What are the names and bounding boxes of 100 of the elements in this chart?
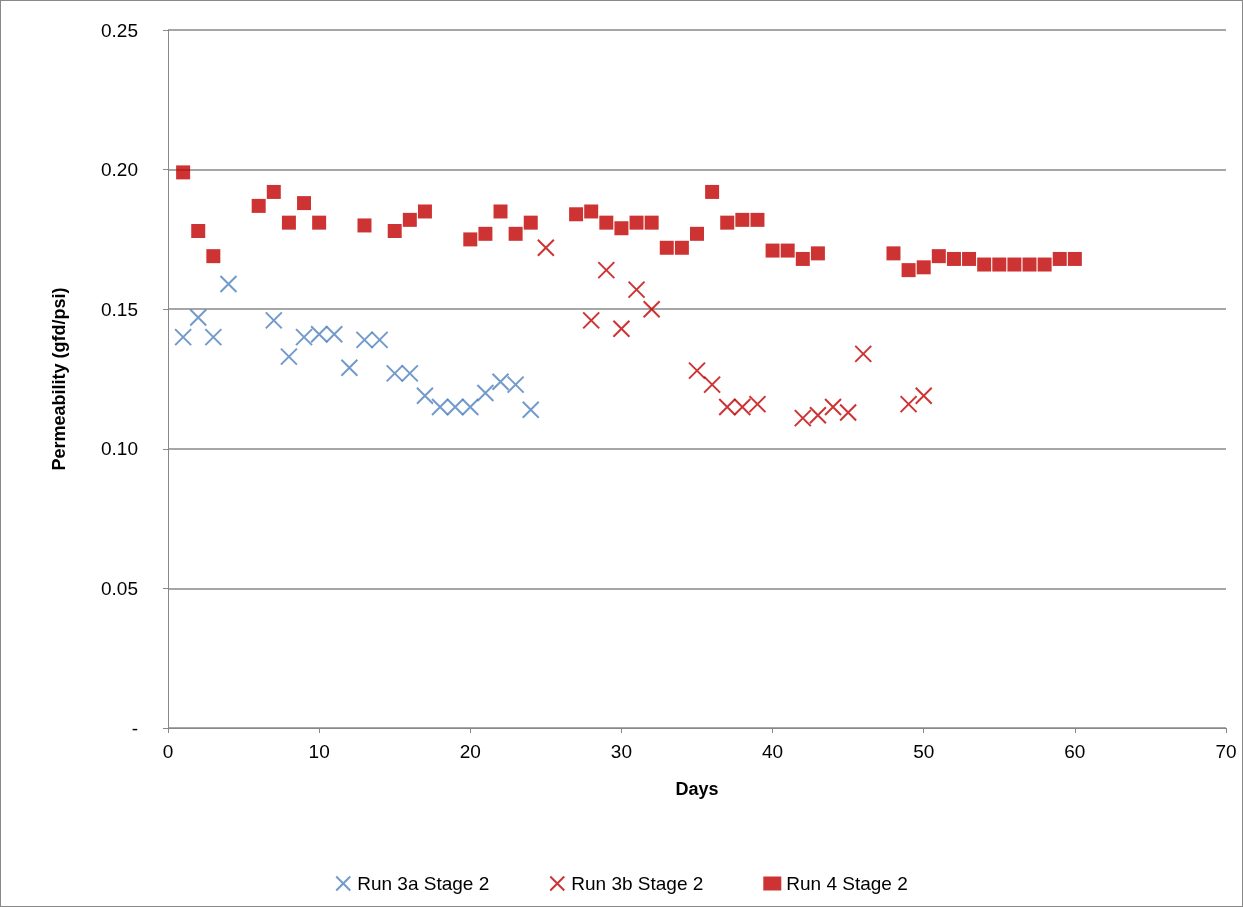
point: [297, 196, 312, 211]
legend-label: Run 3b Stage 2: [571, 873, 704, 894]
point: [735, 212, 750, 227]
point: [461, 397, 480, 416]
point: [614, 221, 629, 236]
x-tick-label: 30: [610, 741, 632, 762]
point: [733, 397, 752, 416]
x-tick-label: 0: [162, 741, 174, 762]
point: [204, 328, 223, 347]
point: [281, 215, 296, 230]
point: [1037, 257, 1052, 272]
point: [720, 215, 735, 230]
y-axis-title: Permeability (gfd/psi): [49, 287, 69, 471]
point: [612, 319, 631, 338]
point: [1067, 251, 1082, 266]
point: [476, 383, 495, 402]
point: [793, 409, 812, 428]
point: [189, 308, 208, 327]
x-tick-label: 70: [1215, 741, 1237, 762]
point: [992, 257, 1007, 272]
point: [491, 372, 510, 391]
x-tick-label: 10: [308, 741, 330, 762]
point: [674, 240, 689, 255]
point: [446, 397, 465, 416]
point: [325, 325, 344, 344]
point: [357, 218, 372, 233]
point: [417, 204, 432, 219]
point: [206, 249, 221, 264]
point: [463, 232, 478, 247]
point: [431, 397, 450, 416]
x-axis-title: Days: [675, 779, 719, 799]
y-tick-label: 0.10: [101, 438, 138, 460]
point: [506, 375, 525, 394]
point: [642, 300, 661, 319]
point: [312, 215, 327, 230]
x-tick-label: 20: [459, 741, 481, 762]
point: [901, 263, 916, 278]
point: [914, 386, 933, 405]
point: [251, 198, 266, 213]
point: [597, 261, 616, 280]
y-tick-label: 0.15: [101, 298, 138, 320]
x-tick-label: 60: [1064, 741, 1086, 762]
y-tick-label: -: [131, 717, 138, 739]
y-tick-label: 0.05: [101, 577, 138, 599]
point: [931, 249, 946, 264]
point: [886, 246, 901, 261]
y-tick-label: 0.20: [101, 159, 138, 181]
point: [748, 395, 767, 414]
point: [310, 325, 329, 344]
point: [582, 311, 601, 330]
point: [176, 165, 191, 180]
point: [340, 358, 359, 377]
point: [718, 397, 737, 416]
point: [569, 207, 584, 222]
point: [824, 397, 843, 416]
point: [627, 280, 646, 299]
point: [629, 215, 644, 230]
point: [266, 184, 281, 199]
legend-label: Run 4 Stage 2: [786, 873, 908, 894]
point: [765, 243, 780, 258]
point: [191, 224, 206, 239]
point: [705, 184, 720, 199]
point: [977, 257, 992, 272]
point: [279, 347, 298, 366]
point: [1007, 257, 1022, 272]
point: [808, 406, 827, 425]
point: [1052, 251, 1067, 266]
point: [521, 400, 540, 419]
point: [415, 386, 434, 405]
point: [1022, 257, 1037, 272]
point: [854, 344, 873, 363]
point: [174, 328, 193, 347]
point: [795, 251, 810, 266]
point: [385, 364, 404, 383]
point: [946, 251, 961, 266]
point: [387, 224, 402, 239]
point: [810, 246, 825, 261]
point: [690, 226, 704, 241]
point: [478, 226, 493, 241]
point: [295, 328, 314, 347]
point: [402, 212, 417, 227]
point: [688, 361, 706, 380]
x-tick-label: 40: [762, 741, 784, 762]
point: [508, 226, 523, 241]
point: [400, 364, 419, 383]
point: [780, 243, 795, 258]
point: [523, 215, 538, 230]
point: [370, 330, 389, 349]
point: [839, 403, 858, 422]
point: [355, 330, 374, 349]
point: [899, 395, 918, 414]
point: [750, 212, 765, 227]
x-tick-label: 50: [913, 741, 935, 762]
point: [536, 238, 555, 257]
point: [916, 260, 931, 275]
point: [264, 311, 283, 330]
point: [659, 240, 674, 255]
point: [219, 275, 238, 294]
point: [599, 215, 614, 230]
point: [703, 375, 722, 394]
